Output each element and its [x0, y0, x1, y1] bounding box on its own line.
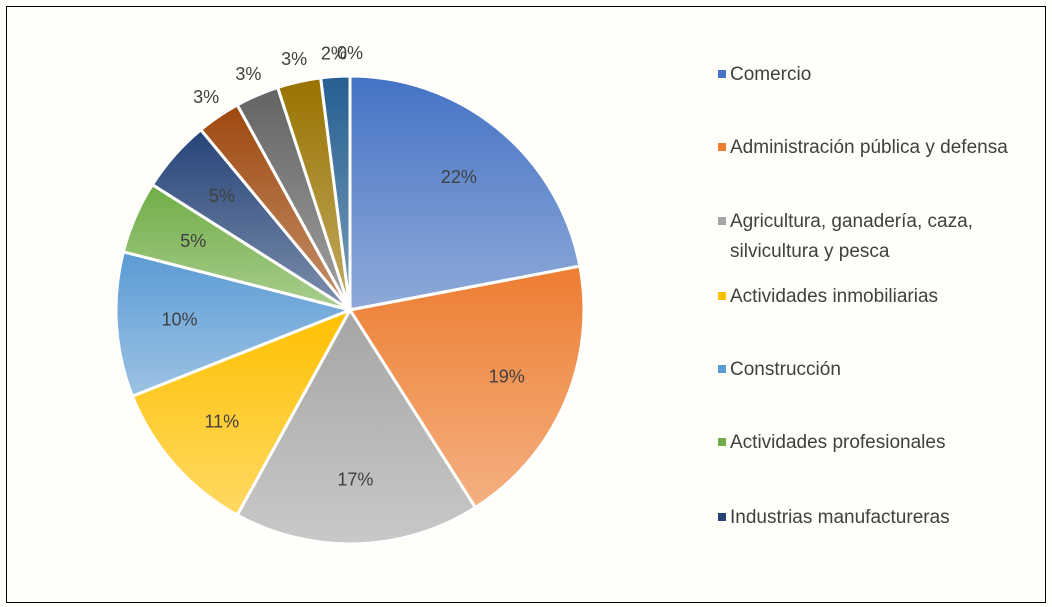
legend-entry: Actividades profesionales	[718, 428, 1018, 458]
data-label: 0%	[337, 43, 363, 63]
legend-swatch	[718, 217, 726, 225]
frame	[6, 6, 1046, 603]
legend-entry: Actividades inmobiliarias	[718, 282, 1018, 312]
legend-label: Industrias manufactureras	[730, 507, 950, 528]
data-label: 5%	[209, 186, 235, 206]
legend-entry: Comercio	[718, 60, 1018, 90]
pie-slice	[114, 249, 355, 399]
pie-slice	[130, 307, 354, 518]
legend-label: Agricultura, ganadería, caza, silvicultu…	[730, 211, 973, 262]
data-label: 3%	[235, 64, 261, 84]
data-label: 11%	[205, 412, 240, 432]
data-label: 2%	[321, 43, 347, 63]
data-label: 5%	[180, 231, 206, 251]
legend-entry: Industrias manufactureras	[718, 503, 1018, 533]
legend-swatch	[718, 365, 726, 373]
legend-swatch	[718, 438, 726, 446]
data-label: 19%	[489, 367, 525, 387]
data-label: 22%	[441, 167, 477, 187]
data-label: 3%	[193, 87, 219, 107]
pie-slice	[235, 307, 478, 546]
legend-swatch	[718, 513, 726, 521]
legend-label: Actividades profesionales	[730, 432, 946, 453]
legend-entry: Administración pública y defensa	[718, 133, 1018, 163]
legend-entry: Construcción	[718, 355, 1018, 385]
data-label: 17%	[337, 469, 373, 489]
data-label: 10%	[162, 309, 198, 329]
pie-slice	[347, 264, 586, 510]
legend-label: Construcción	[730, 359, 841, 380]
legend-label: Administración pública y defensa	[730, 137, 1008, 158]
legend-swatch	[718, 143, 726, 151]
legend-swatch	[718, 70, 726, 78]
legend-label: Actividades inmobiliarias	[730, 286, 939, 307]
legend-entry: Agricultura, ganadería, caza, silvicultu…	[718, 207, 1018, 267]
legend-swatch	[718, 292, 726, 300]
pie-slice	[348, 74, 582, 312]
data-label: 3%	[281, 49, 307, 69]
legend-label: Comercio	[730, 64, 812, 85]
